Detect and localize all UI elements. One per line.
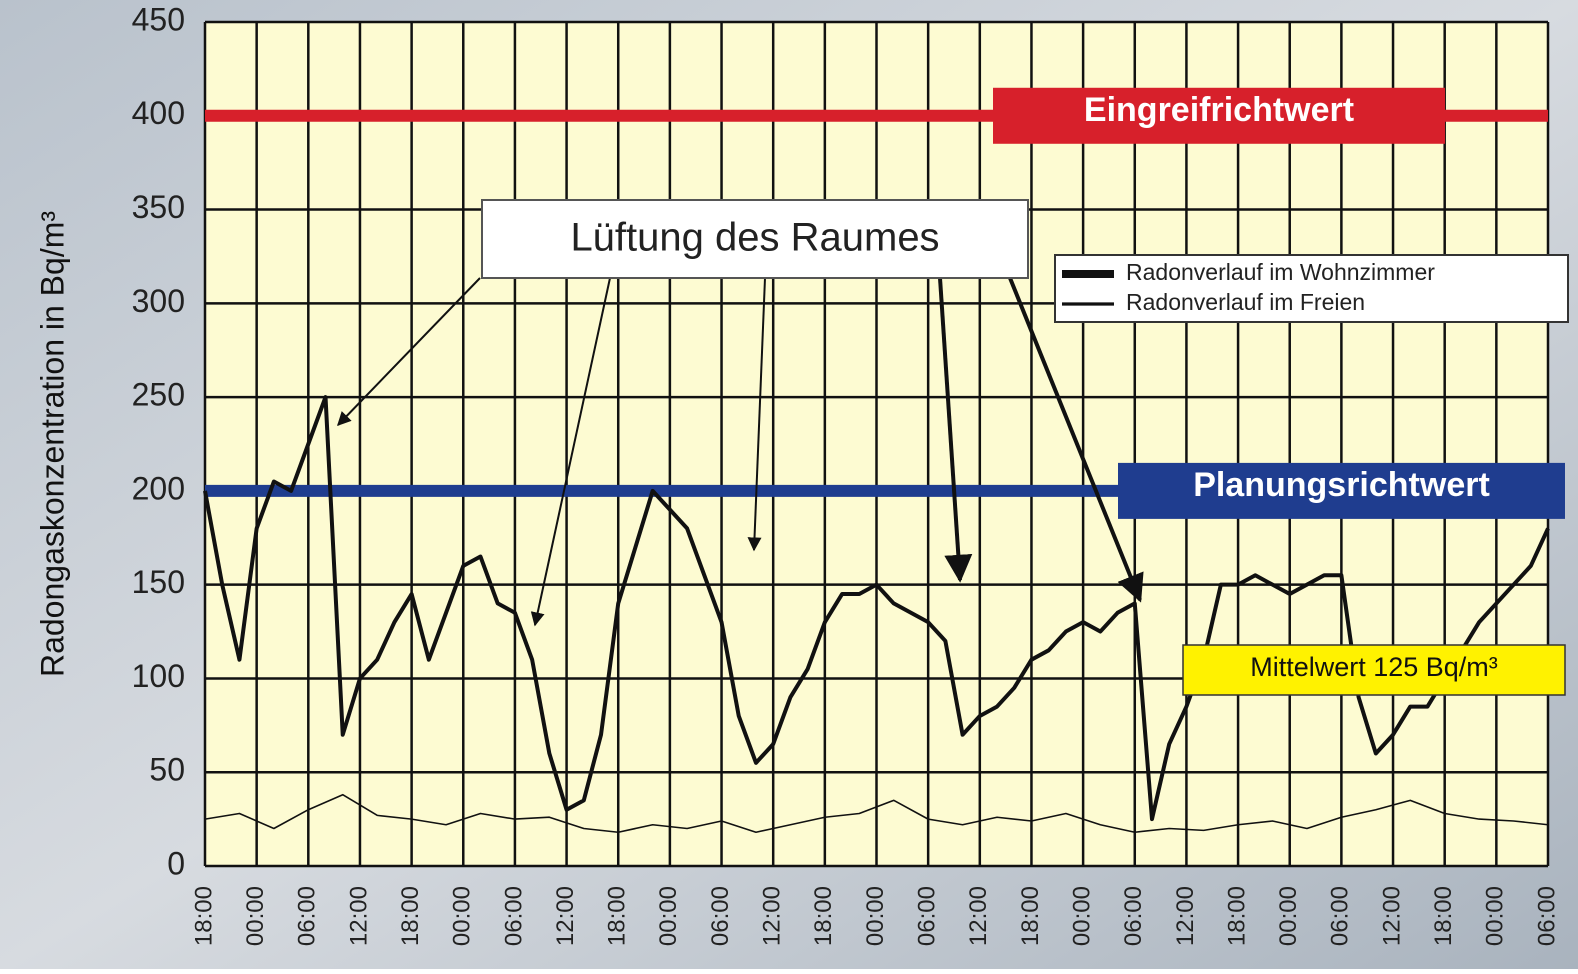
x-tick-label: 00:00	[1068, 886, 1095, 946]
x-tick-label: 00:00	[1482, 886, 1509, 946]
reference-label: Eingreifrichtwert	[1084, 91, 1354, 129]
y-tick-label: 250	[132, 377, 185, 413]
data-line	[204, 793, 1549, 834]
annotation: Lüftung des Raumes	[570, 216, 939, 260]
x-tick-label: 18:00	[1223, 886, 1250, 946]
x-tick-label: 12:00	[759, 886, 786, 946]
y-tick-label: 150	[132, 564, 185, 600]
x-tick-label: 18:00	[397, 886, 424, 946]
y-tick-label: 300	[132, 283, 185, 319]
y-tick-label: 450	[132, 1, 185, 37]
annotation: Mittelwert 125 Bq/m³	[1250, 652, 1498, 682]
x-tick-label: 00:00	[655, 886, 682, 946]
arrow	[938, 277, 973, 583]
x-tick-label: 06:00	[1120, 886, 1147, 946]
reference-label-box	[993, 87, 1445, 144]
annotation-box	[481, 199, 1029, 279]
reference-label-box	[1118, 462, 1565, 519]
x-tick-label: 18:00	[1017, 886, 1044, 946]
x-tick-label: 18:00	[1430, 886, 1457, 946]
arrow	[1008, 277, 1144, 603]
legend	[1054, 254, 1569, 323]
x-tick-label: 18:00	[810, 886, 837, 946]
reference-label: Planungsrichtwert	[1193, 466, 1490, 504]
x-tick-label: 00:00	[242, 886, 269, 946]
x-tick-label: 00:00	[862, 886, 889, 946]
arrow	[337, 277, 481, 427]
x-tick-label: 06:00	[913, 886, 940, 946]
x-tick-label: 18:00	[604, 886, 631, 946]
y-tick-label: 100	[132, 658, 185, 694]
legend-label: Radonverlauf im Wohnzimmer	[1126, 259, 1435, 285]
annotation-box	[1182, 644, 1566, 696]
y-tick-label: 200	[132, 470, 185, 506]
y-tick-label: 0	[167, 845, 185, 881]
x-tick-label: 06:00	[707, 886, 734, 946]
arrow	[530, 277, 611, 627]
y-tick-label: 350	[132, 189, 185, 225]
x-tick-label: 00:00	[1275, 886, 1302, 946]
x-tick-label: 12:00	[965, 886, 992, 946]
data-line	[203, 395, 1550, 822]
x-tick-label: 06:00	[1533, 886, 1560, 946]
x-tick-label: 12:00	[1378, 886, 1405, 946]
x-tick-label: 12:00	[345, 886, 372, 946]
legend-label: Radonverlauf im Freien	[1126, 289, 1365, 315]
x-tick-label: 06:00	[500, 886, 527, 946]
arrow	[747, 277, 766, 552]
x-tick-label: 12:00	[552, 886, 579, 946]
x-tick-label: 12:00	[1172, 886, 1199, 946]
y-tick-label: 400	[132, 95, 185, 131]
x-tick-label: 06:00	[1327, 886, 1354, 946]
y-axis-label: Radongaskonzentration in Bq/m³	[34, 211, 70, 677]
y-tick-label: 50	[149, 752, 185, 788]
x-tick-label: 00:00	[449, 886, 476, 946]
x-tick-label: 18:00	[190, 886, 217, 946]
x-tick-label: 06:00	[294, 886, 321, 946]
